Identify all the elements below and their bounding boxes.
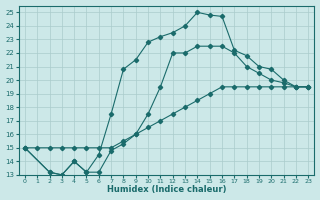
X-axis label: Humidex (Indice chaleur): Humidex (Indice chaleur) [107,185,226,194]
